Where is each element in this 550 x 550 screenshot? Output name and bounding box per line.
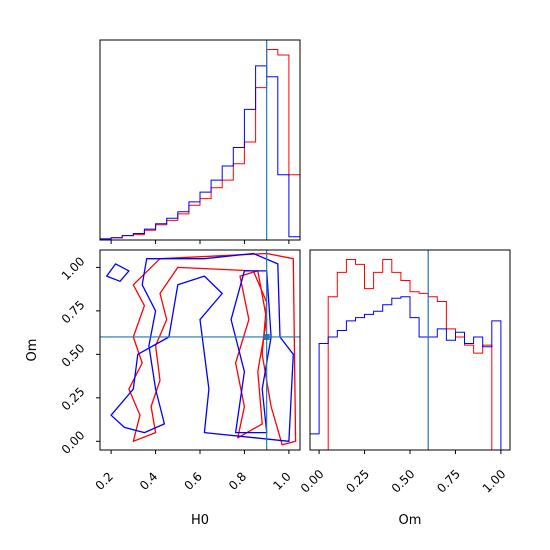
red-histogram-series <box>99 49 301 240</box>
om-x-axis-label: Om <box>399 513 422 528</box>
blue-contour <box>106 263 130 282</box>
om-y-tick-label: 0.00 <box>59 428 88 457</box>
om-histogram-bars <box>309 259 510 451</box>
h0-histogram-bars <box>99 49 301 240</box>
om-y-tick-label: 0.50 <box>59 341 88 370</box>
h0-axis-label: H0 <box>191 513 209 528</box>
h0-om-contour-frame <box>99 249 301 451</box>
blue-histogram-series <box>309 296 510 451</box>
om-y-tick-label: 0.75 <box>59 298 88 327</box>
h0-histogram-panel <box>99 39 301 244</box>
blue-histogram-series <box>99 65 301 240</box>
om-hist-x-tick-label: 0.50 <box>389 467 418 496</box>
h0-x-tick-label: 0.2 <box>93 469 116 492</box>
h0-om-contour-panel: 0.2 0.4 0.6 0.8 1.0 0.00 0.25 0.50 0.75 1.00 H0 O… <box>25 249 301 528</box>
red-histogram-series <box>310 259 510 451</box>
red-contour <box>128 252 297 446</box>
om-hist-x-tick-label: 0.00 <box>298 467 327 496</box>
om-hist-x-tick-label: 0.75 <box>434 467 463 496</box>
h0-histogram-ticks <box>110 240 290 244</box>
om-hist-x-tick-label: 0.25 <box>343 467 372 496</box>
om-axis-label: Om <box>25 339 40 362</box>
h0-x-tick-label: 0.6 <box>181 469 204 492</box>
om-histogram-panel: 0.00 0.25 0.50 0.75 1.00 Om <box>298 249 511 528</box>
h0-histogram-frame <box>99 39 301 241</box>
om-histogram-ticks: 0.00 0.25 0.50 0.75 1.00 <box>298 450 509 496</box>
h0-x-tick-label: 0.4 <box>137 469 160 492</box>
om-hist-x-tick-label: 1.00 <box>480 467 509 496</box>
truth-point-marker <box>263 333 270 340</box>
om-y-tick-label: 1.00 <box>59 254 88 283</box>
om-y-tick-label: 0.25 <box>59 385 88 414</box>
blue-contour <box>230 270 272 434</box>
h0-x-tick-label: 0.8 <box>226 469 249 492</box>
h0-om-truth-lines <box>100 250 300 450</box>
red-contour <box>234 270 268 439</box>
h0-x-tick-label: 1.0 <box>270 469 293 492</box>
